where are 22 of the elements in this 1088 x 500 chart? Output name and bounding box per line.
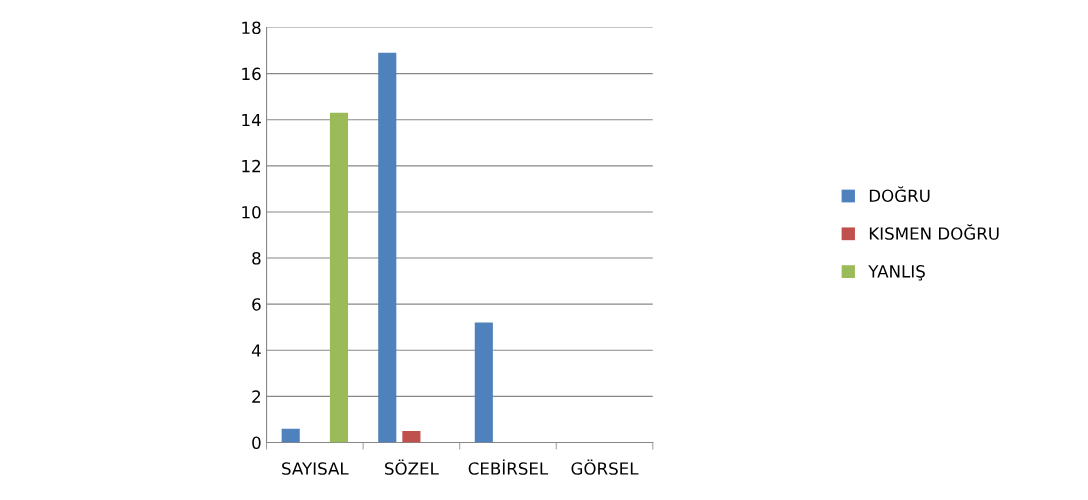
bar xyxy=(329,112,349,443)
x-tick-label: SAYISAL xyxy=(282,462,349,475)
x-tick-label: GÖRSEL xyxy=(571,459,639,475)
y-tick-label: 6 xyxy=(252,298,261,311)
y-tick-label: 0 xyxy=(252,436,261,450)
y-tick-label: 16 xyxy=(242,67,261,81)
y-tick-label: 10 xyxy=(242,205,261,219)
bar xyxy=(402,430,421,443)
y-tick-label: 18 xyxy=(242,21,261,35)
bar xyxy=(281,428,300,443)
y-tick-label: 2 xyxy=(252,390,261,403)
y-tick-label: 12 xyxy=(242,159,261,173)
y-tick-label: 14 xyxy=(242,113,261,127)
legend-label: YANLIŞ xyxy=(868,265,925,281)
legend-label: KISMEN DOĞRU xyxy=(869,224,999,240)
x-tick-label: SÖZEL xyxy=(385,459,439,475)
bar xyxy=(378,52,397,443)
x-tick-label: CEBİRSEL xyxy=(468,459,549,475)
y-tick-label: 4 xyxy=(251,344,261,357)
bar xyxy=(474,322,493,443)
legend-label: DOĞRU xyxy=(869,186,930,203)
y-tick-label: 8 xyxy=(252,252,261,265)
